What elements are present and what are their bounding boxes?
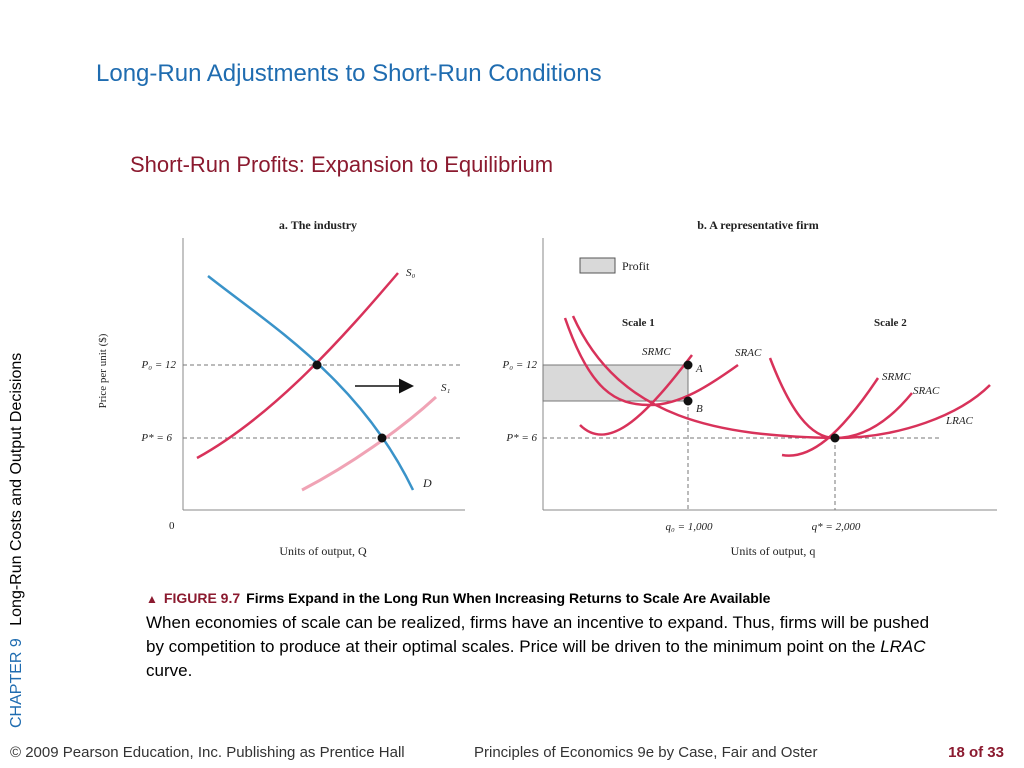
panel-b-pstar-label: P* = 6 [505,432,537,444]
figure-number: FIGURE 9.7 [163,590,241,606]
point-b-marker [683,396,693,406]
panel-a-title: a. The industry [279,218,357,232]
point-a-marker [683,360,693,370]
panel-b-x-axis-label: Units of output, q [731,544,816,558]
book-credit: Principles of Economics 9e by Case, Fair… [474,744,818,761]
new-equilibrium-point [377,433,387,443]
figure-9-7: a. The industry Price per unit ($) Units… [97,218,997,558]
lrac-term: LRAC [880,637,926,656]
srac-scale1-label: SRAC [735,347,762,359]
profit-area [542,364,689,402]
slide-footer: © 2009 Pearson Education, Inc. Publishin… [0,738,1024,768]
qstar-label: q* = 2,000 [812,521,861,533]
copyright-text: © 2009 Pearson Education, Inc. Publishin… [10,744,405,761]
panel-b-title: b. A representative firm [697,218,819,232]
panel-industry: a. The industry Price per unit ($) Units… [97,218,465,558]
page-number: 18 of 33 [948,744,1004,761]
slide-subtitle: Short-Run Profits: Expansion to Equilibr… [130,152,554,177]
panel-a-y-axis-label: Price per unit ($) [97,333,109,408]
caption-heading: ▲ FIGURE 9.7 Firms Expand in the Long Run … [146,586,946,611]
profit-legend-swatch [579,257,616,274]
point-b-label: B [696,403,703,415]
srmc-scale2-label: SRMC [882,371,911,383]
profit-legend-label: Profit [622,259,650,273]
supply-curve-s1 [301,395,438,492]
panel-a-pstar-label: P* = 6 [140,432,172,444]
point-a-label: A [695,363,703,375]
scale1-label: Scale 1 [622,317,655,329]
demand-curve [207,275,415,491]
long-run-equilibrium-point [830,433,840,443]
initial-equilibrium-point [312,360,322,370]
srac-scale2-label: SRAC [913,385,940,397]
chapter-number: CHAPTER 9 [8,638,25,728]
s1-label: S₁ [441,382,451,394]
triangle-icon: ▲ [146,592,158,606]
figure-title: Firms Expand in the Long Run When Increa… [246,590,771,606]
scale2-label: Scale 2 [874,317,907,329]
lrac-curve [571,315,991,440]
lrac-label: LRAC [945,415,974,427]
panel-a-x-axis-label: Units of output, Q [279,544,367,558]
figure-caption: ▲ FIGURE 9.7 Firms Expand in the Long Run … [146,586,946,683]
caption-body: When economies of scale can be realized,… [146,613,930,680]
q0-label: q₀ = 1,000 [666,521,713,533]
supply-curve-s0 [196,272,399,460]
panel-a-origin-label: 0 [169,520,175,532]
slide-title: Long-Run Adjustments to Short-Run Condit… [96,60,602,87]
panel-firm: b. A representative firm Profit Scale 1 … [502,218,997,558]
srmc-scale2-curve [781,377,880,457]
srmc-scale1-curve [579,354,693,436]
srmc-scale1-label: SRMC [642,346,671,358]
s0-label: S₀ [406,267,416,279]
panel-a-p0-label: P₀ = 12 [141,359,177,371]
d-label: D [422,476,432,490]
panel-b-p0-label: P₀ = 12 [502,359,538,371]
